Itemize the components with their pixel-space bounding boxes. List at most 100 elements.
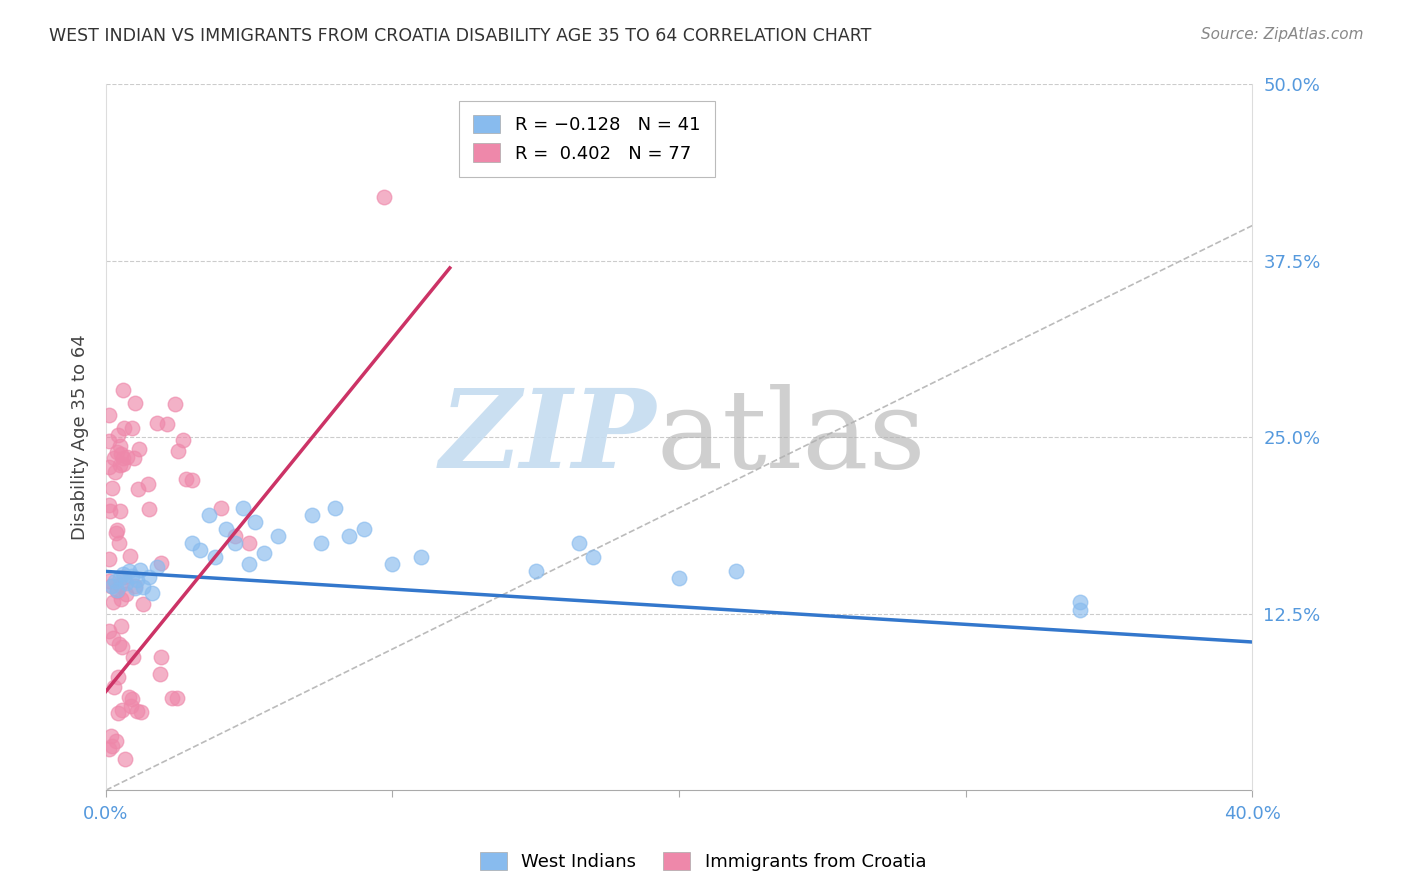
Immigrants from Croatia bbox=[110, 619, 132, 633]
Immigrants from Croatia bbox=[108, 439, 131, 453]
West Indians bbox=[668, 572, 690, 586]
West Indians bbox=[190, 543, 212, 558]
Text: atlas: atlas bbox=[657, 384, 925, 491]
Immigrants from Croatia bbox=[101, 481, 124, 495]
West Indians bbox=[180, 536, 202, 550]
West Indians bbox=[105, 582, 128, 597]
West Indians bbox=[204, 550, 226, 565]
Immigrants from Croatia bbox=[107, 536, 129, 550]
Immigrants from Croatia bbox=[97, 459, 120, 474]
Immigrants from Croatia bbox=[125, 705, 148, 719]
West Indians bbox=[132, 580, 155, 594]
Immigrants from Croatia bbox=[150, 556, 173, 570]
West Indians bbox=[267, 529, 290, 543]
West Indians bbox=[138, 570, 160, 584]
West Indians bbox=[1069, 602, 1091, 616]
Immigrants from Croatia bbox=[111, 451, 134, 466]
Immigrants from Croatia bbox=[100, 504, 122, 518]
West Indians bbox=[323, 500, 346, 515]
Immigrants from Croatia bbox=[97, 552, 120, 566]
Legend: West Indians, Immigrants from Croatia: West Indians, Immigrants from Croatia bbox=[472, 845, 934, 879]
Immigrants from Croatia bbox=[103, 465, 125, 479]
West Indians bbox=[339, 529, 361, 543]
Immigrants from Croatia bbox=[108, 637, 131, 651]
West Indians bbox=[568, 536, 591, 550]
Immigrants from Croatia bbox=[105, 584, 128, 599]
West Indians bbox=[243, 515, 266, 529]
Immigrants from Croatia bbox=[209, 500, 232, 515]
Immigrants from Croatia bbox=[115, 450, 138, 464]
West Indians bbox=[353, 522, 375, 536]
Immigrants from Croatia bbox=[103, 451, 125, 466]
Immigrants from Croatia bbox=[224, 529, 246, 543]
West Indians bbox=[301, 508, 323, 522]
Text: Source: ZipAtlas.com: Source: ZipAtlas.com bbox=[1201, 27, 1364, 42]
Immigrants from Croatia bbox=[107, 669, 129, 683]
West Indians bbox=[121, 568, 143, 582]
Immigrants from Croatia bbox=[111, 640, 134, 655]
Immigrants from Croatia bbox=[162, 690, 184, 705]
Immigrants from Croatia bbox=[101, 739, 124, 754]
West Indians bbox=[115, 575, 138, 590]
West Indians bbox=[1069, 595, 1091, 609]
Immigrants from Croatia bbox=[98, 574, 121, 588]
West Indians bbox=[127, 573, 149, 587]
West Indians bbox=[215, 522, 238, 536]
Immigrants from Croatia bbox=[121, 421, 143, 435]
Immigrants from Croatia bbox=[104, 734, 127, 748]
West Indians bbox=[232, 500, 254, 515]
West Indians bbox=[110, 572, 132, 586]
West Indians bbox=[524, 565, 547, 579]
Immigrants from Croatia bbox=[105, 526, 128, 541]
West Indians bbox=[725, 565, 748, 579]
Immigrants from Croatia bbox=[124, 396, 146, 410]
West Indians bbox=[238, 558, 260, 572]
Legend: R = −0.128   N = 41, R =  0.402   N = 77: R = −0.128 N = 41, R = 0.402 N = 77 bbox=[458, 101, 714, 178]
Immigrants from Croatia bbox=[97, 409, 120, 423]
West Indians bbox=[112, 567, 135, 582]
Immigrants from Croatia bbox=[156, 417, 179, 431]
Immigrants from Croatia bbox=[174, 472, 197, 486]
Immigrants from Croatia bbox=[97, 498, 120, 512]
West Indians bbox=[100, 578, 122, 592]
West Indians bbox=[381, 558, 404, 572]
Immigrants from Croatia bbox=[122, 451, 145, 466]
Immigrants from Croatia bbox=[138, 501, 160, 516]
Immigrants from Croatia bbox=[136, 477, 159, 491]
West Indians bbox=[124, 582, 146, 596]
Immigrants from Croatia bbox=[97, 742, 120, 756]
Immigrants from Croatia bbox=[172, 433, 194, 447]
West Indians bbox=[411, 550, 433, 565]
Immigrants from Croatia bbox=[101, 632, 124, 646]
Immigrants from Croatia bbox=[97, 624, 120, 638]
Immigrants from Croatia bbox=[111, 457, 134, 471]
Immigrants from Croatia bbox=[103, 595, 125, 609]
Text: WEST INDIAN VS IMMIGRANTS FROM CROATIA DISABILITY AGE 35 TO 64 CORRELATION CHART: WEST INDIAN VS IMMIGRANTS FROM CROATIA D… bbox=[49, 27, 872, 45]
Immigrants from Croatia bbox=[97, 434, 120, 449]
Immigrants from Croatia bbox=[163, 397, 186, 411]
Immigrants from Croatia bbox=[129, 705, 152, 719]
Immigrants from Croatia bbox=[105, 445, 128, 459]
Immigrants from Croatia bbox=[115, 587, 138, 601]
West Indians bbox=[141, 585, 163, 599]
Y-axis label: Disability Age 35 to 64: Disability Age 35 to 64 bbox=[72, 334, 89, 541]
Immigrants from Croatia bbox=[103, 680, 125, 694]
Immigrants from Croatia bbox=[127, 482, 149, 496]
Immigrants from Croatia bbox=[128, 442, 150, 456]
Immigrants from Croatia bbox=[132, 597, 155, 611]
Immigrants from Croatia bbox=[110, 504, 132, 518]
West Indians bbox=[198, 508, 221, 522]
Immigrants from Croatia bbox=[120, 549, 142, 563]
Immigrants from Croatia bbox=[112, 570, 135, 584]
Immigrants from Croatia bbox=[108, 458, 131, 473]
Immigrants from Croatia bbox=[149, 667, 172, 681]
West Indians bbox=[582, 550, 605, 565]
West Indians bbox=[103, 574, 125, 589]
Immigrants from Croatia bbox=[100, 579, 122, 593]
Immigrants from Croatia bbox=[100, 729, 122, 743]
West Indians bbox=[252, 546, 274, 560]
Immigrants from Croatia bbox=[180, 473, 202, 487]
West Indians bbox=[224, 536, 246, 550]
Immigrants from Croatia bbox=[110, 591, 132, 606]
Immigrants from Croatia bbox=[105, 524, 128, 538]
